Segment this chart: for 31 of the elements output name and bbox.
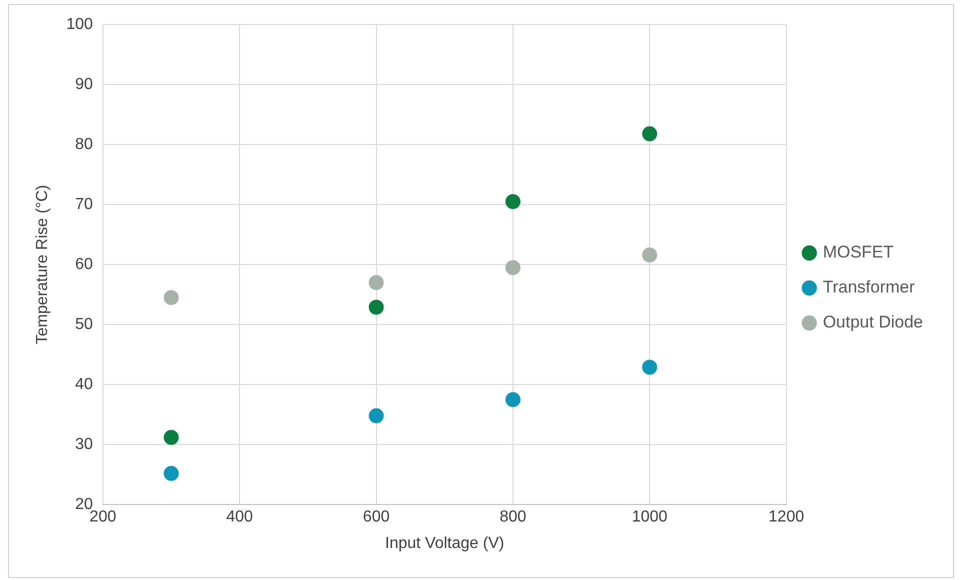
- y-tick-label: 70: [75, 196, 93, 214]
- point: [642, 360, 658, 375]
- legend-label: Transformer: [822, 278, 916, 297]
- point: [642, 248, 658, 262]
- x-tick-label: 400: [226, 508, 254, 526]
- y-axis-title: Temperature Rise (°C): [34, 184, 52, 344]
- x-axis-title: Input Voltage (V): [385, 534, 504, 552]
- point: [164, 290, 179, 306]
- x-tick-label: 200: [90, 508, 116, 526]
- point: [505, 260, 520, 276]
- point: [505, 392, 520, 408]
- y-tick-label: 40: [75, 376, 93, 394]
- point: [368, 300, 384, 315]
- y-tick-label: 30: [75, 436, 93, 454]
- point: [164, 466, 179, 481]
- point: [164, 430, 179, 445]
- legend-label: Output Diode: [822, 312, 924, 332]
- point: [368, 408, 384, 424]
- y-tick-label: 90: [75, 76, 93, 94]
- point: [642, 126, 658, 142]
- y-tick-label: 100: [66, 16, 93, 34]
- point: [505, 194, 520, 210]
- y-tick-label: 60: [75, 256, 93, 274]
- x-tick-label: 1000: [632, 508, 668, 526]
- point: [368, 275, 384, 290]
- x-tick-label: 800: [500, 508, 526, 526]
- legend-label: MOSFET: [822, 242, 894, 262]
- y-tick-label: 80: [75, 136, 93, 154]
- x-tick-label: 1200: [768, 508, 804, 526]
- y-tick-label: 50: [75, 316, 93, 334]
- x-tick-label: 600: [362, 508, 390, 526]
